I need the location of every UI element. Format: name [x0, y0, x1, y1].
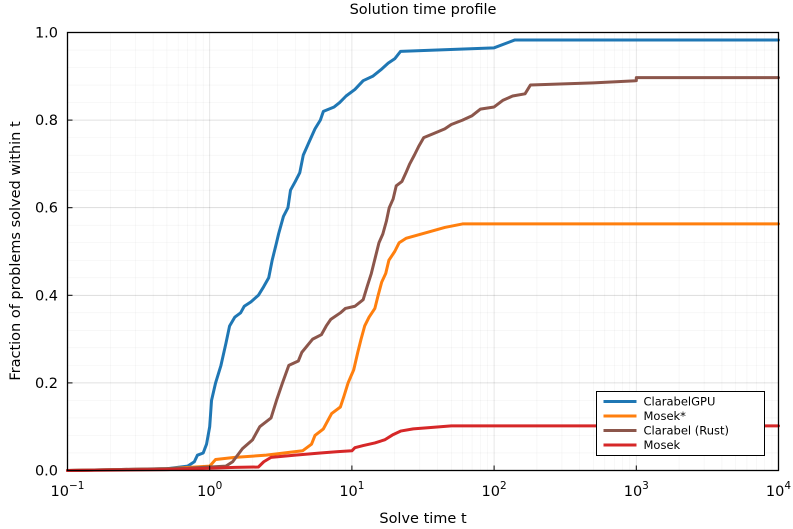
- legend-label: Mosek*: [644, 409, 687, 423]
- series-line-mosek: [66, 222, 780, 472]
- x-axis-label: Solve time t: [379, 511, 467, 527]
- y-tick-label: 1.0: [35, 26, 58, 42]
- x-tick-label: 103: [624, 480, 649, 500]
- x-tick-label: 102: [482, 480, 507, 500]
- legend-label: Clarabel (Rust): [644, 424, 730, 438]
- y-tick-label: 0.8: [35, 113, 58, 129]
- chart-title: Solution time profile: [350, 2, 497, 18]
- series-line-clarabel-rust: [66, 76, 780, 472]
- y-tick-label: 0.0: [35, 464, 58, 480]
- series-line-mosek: [66, 424, 780, 472]
- x-tick-label: 101: [339, 480, 364, 500]
- y-tick-label: 0.2: [35, 376, 58, 392]
- legend-label: ClarabelGPU: [644, 395, 716, 409]
- y-tick-label: 0.4: [35, 288, 58, 304]
- plot-area: [66, 38, 780, 472]
- series-line-clarabelgpu: [66, 38, 780, 472]
- x-tick-label: 104: [766, 480, 791, 500]
- plot-frame: [66, 31, 780, 472]
- x-tick-label: 10−1: [51, 480, 85, 500]
- y-axis-label: Fraction of problems solved within t: [8, 121, 24, 381]
- y-axis-ticks: 0.0 0.2 0.4 0.6 0.8 1.0: [35, 26, 73, 480]
- x-axis-ticks: 10−1 100 101 102 103 104: [51, 465, 791, 500]
- x-tick-label: 100: [197, 480, 222, 500]
- series-lines: [66, 38, 780, 472]
- legend-label: Mosek: [644, 438, 681, 452]
- y-tick-label: 0.6: [35, 201, 58, 217]
